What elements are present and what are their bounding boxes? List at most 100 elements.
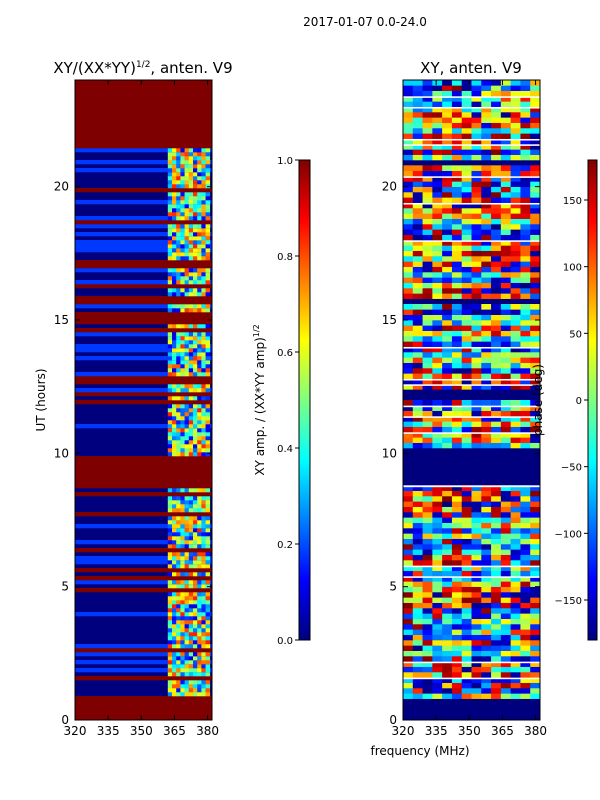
heatmap-cell — [201, 640, 206, 645]
heatmap-cell — [167, 160, 173, 165]
heatmap-cell — [461, 250, 472, 257]
heatmap-cell — [403, 570, 414, 577]
heatmap-cell — [442, 122, 453, 129]
heatmap-cell — [192, 620, 198, 625]
heatmap-cell — [530, 416, 540, 422]
heatmap-cell — [184, 236, 190, 241]
heatmap-cell — [205, 404, 211, 409]
heatmap-cell — [184, 416, 190, 421]
heatmap-cell — [530, 618, 540, 625]
heatmap-cell — [205, 340, 211, 345]
heatmap-cell — [510, 186, 521, 193]
heatmap-cell — [176, 204, 181, 209]
heatmap-cell — [188, 368, 194, 373]
heatmap-cell — [197, 200, 202, 205]
heatmap-cell — [530, 522, 540, 529]
heatmap-cell — [167, 440, 173, 445]
heatmap-cell — [205, 308, 211, 313]
heatmap-cell — [481, 592, 492, 598]
heatmap-cell — [205, 244, 211, 249]
heatmap-cell — [205, 352, 211, 357]
heatmap-cell — [481, 629, 492, 635]
heatmap-cell — [412, 138, 423, 145]
heatmap-cell — [205, 324, 211, 329]
heatmap-cell — [184, 496, 190, 501]
heatmap-cell — [412, 256, 423, 262]
heatmap-cell — [442, 245, 453, 251]
heatmap-cell — [403, 128, 414, 134]
heatmap-cell — [442, 576, 453, 582]
heatmap-cell — [197, 436, 202, 441]
heatmap-cell — [500, 96, 511, 102]
heatmap-cell — [197, 248, 202, 253]
heatmap-cell — [432, 186, 443, 193]
heatmap-cell — [403, 506, 414, 513]
heatmap-cell — [422, 682, 433, 689]
heatmap-cell — [403, 266, 414, 273]
heatmap-cell — [188, 496, 194, 501]
heatmap-cell — [481, 266, 492, 273]
heatmap-cell — [412, 261, 423, 267]
heatmap-cell — [491, 90, 502, 97]
heatmap-cell — [205, 488, 211, 493]
heatmap-cell — [471, 362, 482, 369]
heatmap-cell — [510, 442, 521, 449]
heatmap-cell — [188, 524, 194, 529]
heatmap-cell — [491, 597, 502, 603]
heatmap-cell — [205, 224, 211, 229]
heatmap-cell — [412, 277, 423, 283]
heatmap-cell — [167, 208, 173, 213]
heatmap-cell — [184, 580, 190, 585]
heatmap-cell — [403, 282, 414, 289]
heatmap-cell — [471, 218, 482, 225]
heatmap-cell — [422, 608, 433, 614]
heatmap-cell — [176, 276, 181, 281]
heatmap-cell — [201, 684, 206, 689]
heatmap-cell — [510, 282, 521, 289]
heatmap-cell — [192, 352, 198, 357]
heatmap-cell — [481, 293, 492, 299]
heatmap-cell — [172, 192, 177, 197]
heatmap-cell — [176, 160, 181, 165]
heatmap-cell — [461, 122, 472, 129]
heatmap-cell — [432, 170, 443, 177]
heatmap-cell — [403, 288, 414, 294]
heatmap-cell — [180, 656, 185, 661]
heatmap-cell — [422, 218, 433, 225]
heatmap-cell — [180, 336, 185, 341]
heatmap-cell — [412, 80, 423, 86]
heatmap-cell — [491, 592, 502, 598]
heatmap-cell — [530, 112, 540, 118]
heatmap-cell — [432, 645, 443, 651]
heatmap-row — [75, 424, 212, 429]
heatmap-cell — [481, 277, 492, 283]
heatmap-cell — [451, 272, 463, 278]
heatmap-cell — [412, 288, 423, 294]
heatmap-cell — [422, 437, 433, 443]
heatmap-cell — [192, 672, 198, 677]
heatmap-cell — [188, 416, 194, 421]
heatmap-cell — [197, 344, 202, 349]
heatmap-cell — [180, 244, 185, 249]
heatmap-cell — [432, 426, 443, 433]
heatmap-row — [75, 244, 212, 249]
heatmap-cell — [172, 396, 177, 401]
heatmap-cell — [510, 373, 521, 379]
heatmap-cell — [530, 362, 540, 369]
heatmap-cell — [520, 666, 531, 673]
y-tick-label: 20 — [382, 180, 397, 194]
heatmap-cell — [176, 448, 181, 453]
heatmap-cell — [192, 224, 198, 229]
heatmap-cell — [442, 432, 453, 438]
heatmap-cell — [530, 304, 540, 310]
heatmap-cell — [201, 580, 206, 585]
heatmap-cell — [471, 549, 482, 555]
heatmap-cell — [422, 250, 433, 257]
heatmap-cell — [412, 208, 423, 214]
heatmap-cell — [412, 90, 423, 97]
heatmap-cell — [184, 324, 190, 329]
heatmap-cell — [184, 216, 190, 221]
heatmap-cell — [403, 314, 414, 321]
heatmap-cell — [412, 314, 423, 321]
heatmap-cell — [197, 340, 202, 345]
